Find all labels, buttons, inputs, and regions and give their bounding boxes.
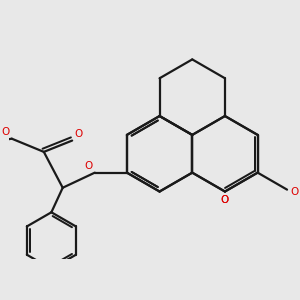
Text: O: O [290,187,298,196]
Text: O: O [221,194,229,205]
Text: O: O [221,194,229,205]
Text: O: O [85,161,93,171]
Text: O: O [74,129,82,139]
Text: O: O [2,127,10,137]
